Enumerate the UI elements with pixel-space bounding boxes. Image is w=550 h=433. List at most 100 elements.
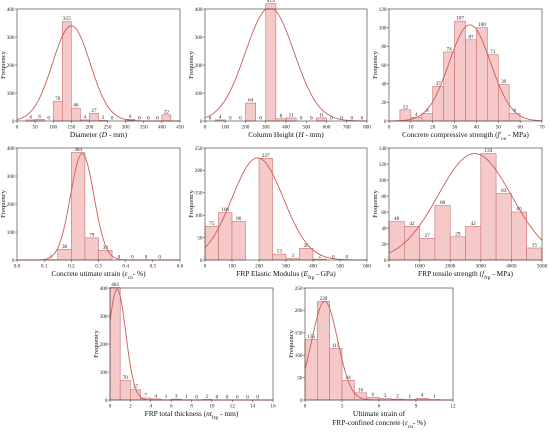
x-tick-label: 50 xyxy=(496,125,502,131)
bar-data-label: 0 xyxy=(259,116,262,122)
y-tick-label: 40 xyxy=(381,226,387,232)
normal-fit-curve xyxy=(109,288,273,401)
bar-data-label: 6 xyxy=(372,392,375,398)
bar-data-label: 6 xyxy=(129,114,132,120)
x-axis-label: Diameter (D - mm) xyxy=(70,130,128,139)
x-axis-label: FRP total thickness (ntfrp - mm) xyxy=(145,409,239,421)
bar-data-label: 4 xyxy=(421,393,424,399)
x-tick-label: 100 xyxy=(228,264,236,270)
bar-data-label: 8 xyxy=(280,113,283,119)
bar-data-label: 71 xyxy=(490,49,496,55)
bar-data-label: 0 xyxy=(332,255,335,261)
x-tick-label: 0 xyxy=(388,125,391,131)
bar-data-label: 1 xyxy=(433,394,436,400)
y-tick-label: 200 xyxy=(100,342,108,348)
plot-frame xyxy=(204,8,368,122)
y-tick-label: 100 xyxy=(195,91,203,97)
histogram-bar xyxy=(419,238,436,261)
bar-data-label: 419 xyxy=(267,0,275,4)
bar-data-label: 0 xyxy=(118,255,121,261)
x-tick-label: 250 xyxy=(104,125,112,131)
histogram-bar xyxy=(487,54,499,122)
bar-data-label: 79 xyxy=(89,232,95,238)
histogram-bar xyxy=(71,152,86,261)
x-tick-label: 2 xyxy=(129,404,132,410)
y-tick-label: 200 xyxy=(7,202,15,208)
y-tick-label: 60 xyxy=(381,63,387,69)
y-tick-label: 200 xyxy=(195,63,203,69)
bar-data-label: 4 xyxy=(415,112,418,118)
bar-data-label: 27 xyxy=(425,233,431,239)
y-tick-label: 0 xyxy=(200,119,203,125)
bar-data-label: 0 xyxy=(340,116,343,122)
y-tick-label: 250 xyxy=(195,146,203,152)
bar-data-label: 74 xyxy=(447,46,453,52)
histogram-bar xyxy=(265,3,277,122)
histogram-bar xyxy=(465,226,482,261)
bar-data-label: 3 xyxy=(291,253,294,259)
bar-data-label: 0 xyxy=(239,116,242,122)
x-tick-label: 6 xyxy=(378,404,381,410)
y-axis-label: Frequency xyxy=(372,50,379,79)
bar-data-label: 37 xyxy=(436,81,442,87)
y-tick-label: 150 xyxy=(195,191,203,197)
bar-data-label: 0 xyxy=(236,395,239,401)
x-tick-label: 400 xyxy=(158,125,166,131)
x-tick-label: 200 xyxy=(86,125,94,131)
bar-data-label: 22 xyxy=(164,109,170,115)
y-tick-label: 0 xyxy=(300,398,303,404)
bar-data-label: 64 xyxy=(248,98,254,104)
y-tick-label: 20 xyxy=(381,100,387,106)
bar-data-label: 2 xyxy=(318,254,321,260)
y-tick-label: 100 xyxy=(100,370,108,376)
histogram-bar xyxy=(495,193,512,261)
normal-fit-curve xyxy=(388,24,543,122)
histogram-bar xyxy=(476,27,488,122)
x-tick-label: 800 xyxy=(363,125,371,131)
y-tick-label: 80 xyxy=(381,194,387,200)
y-tick-label: 60 xyxy=(381,210,387,216)
histogram-bar xyxy=(109,287,121,401)
y-tick-label: 100 xyxy=(379,178,387,184)
bar-data-label: 4 xyxy=(219,114,222,120)
x-tick-label: 6 xyxy=(170,404,173,410)
x-tick-label: 10 xyxy=(408,125,414,131)
x-tick-label: 12 xyxy=(450,404,456,410)
histogram-bar xyxy=(454,20,466,122)
bar-data-label: 0 xyxy=(147,116,150,122)
y-tick-label: 300 xyxy=(7,35,15,41)
histogram-bar xyxy=(480,153,497,261)
bar-data-label: 0 xyxy=(195,395,198,401)
histogram-bar xyxy=(299,248,314,261)
x-tick-label: 3000 xyxy=(476,264,487,270)
bar-data-label: 0 xyxy=(138,116,141,122)
histogram-bar xyxy=(434,205,451,261)
bar-data-label: 384 xyxy=(74,147,82,153)
y-tick-label: 300 xyxy=(7,174,15,180)
y-tick-label: 100 xyxy=(195,213,203,219)
histogram-bar xyxy=(526,247,543,261)
y-tick-label: 0 xyxy=(105,398,108,404)
bar-data-label: 83 xyxy=(501,188,507,194)
bar-data-label: 16 xyxy=(358,387,364,393)
histogram-bar xyxy=(71,107,81,122)
y-tick-label: 400 xyxy=(100,286,108,292)
histogram-bar xyxy=(119,380,131,401)
bar-data-label: 107 xyxy=(456,16,464,22)
bar-data-label: 75 xyxy=(209,221,215,227)
x-axis-label: Concrete utimate strain (εco- %) xyxy=(51,269,146,281)
bar-data-label: 227 xyxy=(262,153,270,159)
x-tick-label: 600 xyxy=(363,264,371,270)
plot-frame xyxy=(388,147,543,261)
bar-data-label: 0 xyxy=(158,255,161,261)
histogram-bar xyxy=(388,221,405,261)
bar-data-label: 0 xyxy=(330,116,333,122)
histogram-bar xyxy=(84,237,99,261)
bar-data-label: 86 xyxy=(236,216,242,222)
y-axis-label: Frequency xyxy=(188,50,195,79)
x-tick-label: 100 xyxy=(221,125,229,131)
